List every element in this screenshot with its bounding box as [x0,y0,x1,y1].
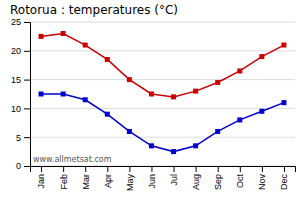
x-tick-mark [196,166,197,172]
x-tick-mark [262,166,263,172]
y-tick-mark [24,80,30,81]
x-tick: Jul [169,166,179,186]
y-tick: 15 [11,75,30,85]
x-tick-label: Jul [169,174,179,186]
x-tick-label: Nov [257,174,267,191]
y-tick: 20 [11,46,30,56]
marker [105,57,110,62]
x-tick: Mar [81,166,91,190]
x-tick-mark [151,166,152,172]
series-line [41,34,284,97]
y-tick-label: 20 [11,46,21,56]
grid-line [30,50,295,51]
x-tick: Jun [147,166,157,189]
x-tick-mark [240,166,241,172]
x-tick: May [125,166,135,191]
grid-line [30,79,295,80]
marker [61,31,66,36]
marker [237,68,242,73]
y-tick-mark [24,51,30,52]
x-tick-label: Mar [81,174,91,190]
y-tick: 25 [11,17,30,27]
grid [30,22,295,166]
series-line [41,94,284,152]
x-tick: Feb [59,166,69,190]
annotation: www.allmetsat.com [33,155,112,164]
y-tick: 0 [16,161,30,171]
x-tick-label: Feb [59,174,69,190]
marker [149,143,154,148]
marker [39,92,44,97]
x-tick: Oct [235,166,245,188]
grid-line [30,108,295,109]
marker [281,100,286,105]
marker [259,54,264,59]
x-tick-mark [63,166,64,172]
y-tick-mark [24,108,30,109]
x-tick: Apr [103,166,113,188]
grid-line [30,22,295,23]
x-tick: Nov [257,166,267,190]
x-tick-label: Jun [147,174,157,189]
plot: 0 5 10 15 20 25 Jan Feb Mar Apr May Jun Jul Aug Sep Oct… [11,17,296,191]
x-tick-mark [129,166,130,172]
marker [39,34,44,39]
marker [171,149,176,154]
marker [83,97,88,102]
marker [105,112,110,117]
x-tick-mark [174,166,175,172]
marker [193,143,198,148]
x-axis: Jan Feb Mar Apr May Jun Jul Aug Sep Oct Nov Dec [31,166,296,191]
y-axis: 0 5 10 15 20 25 [11,17,31,171]
x-tick-label: Apr [103,174,113,188]
marker [237,117,242,122]
marker [127,77,132,82]
y-tick-label: 15 [11,75,21,85]
x-tick-label: Aug [191,174,201,190]
y-tick-label: 10 [11,104,21,114]
x-tick: Aug [191,166,201,190]
marker [127,129,132,134]
y-tick-mark [24,166,30,167]
marker [149,92,154,97]
x-tick-mark [41,166,42,172]
marker [171,94,176,99]
x-tick-mark [107,166,108,172]
x-axis-line [31,167,296,173]
y-axis-line [24,23,31,167]
x-tick-label: Jan [36,174,46,189]
marker [215,129,220,134]
grid-line [30,137,295,138]
marker [215,80,220,85]
x-tick: Sep [213,166,223,190]
x-tick-label: Oct [235,174,245,189]
marker [281,43,286,48]
marker [259,109,264,114]
marker [83,43,88,48]
y-tick-label: 5 [16,133,21,143]
x-tick-label: May [125,174,135,192]
chart: 0 5 10 15 20 25 Jan Feb Mar Apr May Jun Jul Aug Sep Oct… [0,0,305,200]
title: Rotorua : temperatures (°C) [10,3,178,17]
y-tick-mark [24,137,30,138]
x-tick: Dec [279,166,289,190]
x-tick-label: Dec [279,174,289,191]
marks [39,31,287,154]
x-tick-mark [85,166,86,172]
x-tick-mark [218,166,219,172]
marker [61,92,66,97]
y-tick-label: 0 [16,161,21,171]
y-tick: 10 [11,104,30,114]
x-tick: Jan [36,166,46,189]
x-tick-label: Sep [213,174,223,190]
y-tick-label: 25 [11,17,21,27]
y-tick: 5 [16,133,30,143]
marker [193,89,198,94]
x-tick-mark [284,166,285,172]
y-tick-mark [24,22,30,23]
